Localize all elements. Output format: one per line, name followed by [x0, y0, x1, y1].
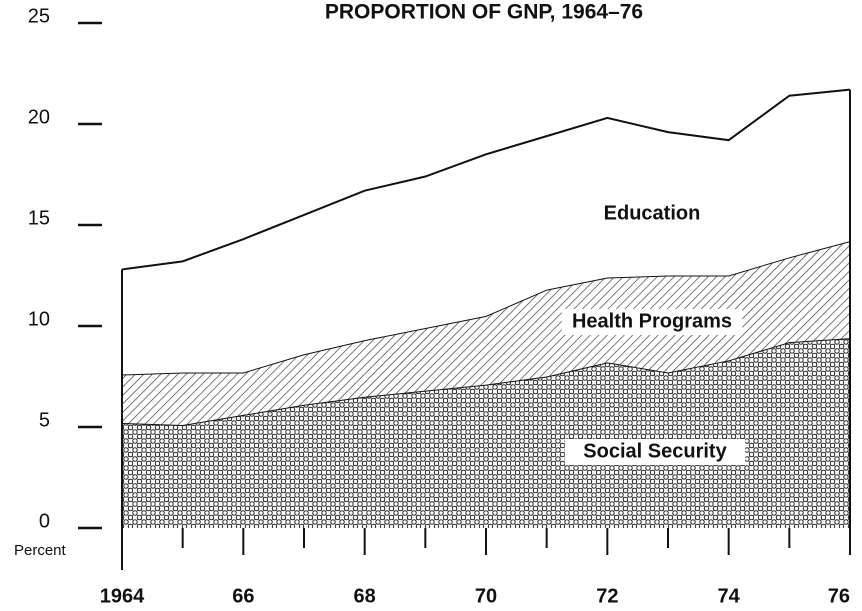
y-tick-label: 25 — [28, 5, 50, 27]
x-tick-label: 72 — [596, 585, 618, 607]
y-tick-label: 20 — [28, 106, 50, 128]
chart-title: PROPORTION OF GNP, 1964–76 — [325, 1, 643, 24]
area-label: Social Security — [583, 440, 727, 462]
label-bg — [561, 309, 743, 335]
x-tick-label: 74 — [718, 585, 741, 607]
area — [122, 89, 850, 375]
x-tick-label: 1964 — [100, 585, 145, 607]
x-tick-label: 76 — [828, 585, 850, 607]
x-tick-label: 66 — [232, 585, 254, 607]
x-tick-label: 70 — [475, 585, 497, 607]
area — [122, 241, 850, 425]
area — [122, 338, 850, 528]
y-tick-label: 15 — [28, 207, 50, 229]
area-label: Health Programs — [572, 310, 732, 332]
x-tick-label: 68 — [354, 585, 376, 607]
area-label: Education — [604, 202, 701, 224]
y-tick-label: 5 — [39, 409, 50, 431]
y-tick-label: 10 — [28, 308, 50, 330]
area-edge — [121, 88, 851, 271]
y-tick-label: 0 — [39, 510, 50, 532]
label-bg — [564, 439, 746, 465]
y-axis-label: Percent — [14, 542, 67, 559]
